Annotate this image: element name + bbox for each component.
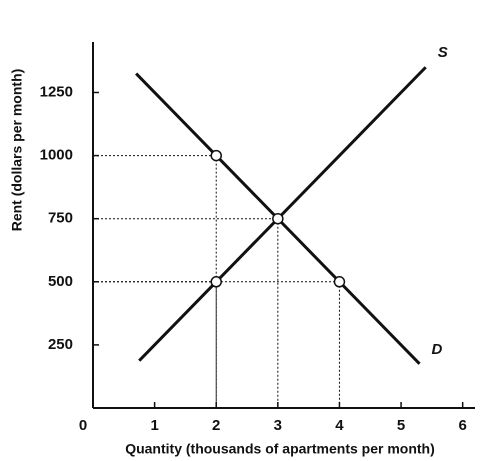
x-axis-label: Quantity (thousands of apartments per mo… [125, 441, 435, 457]
y-tick-label: 500 [48, 273, 73, 290]
series-label: S [438, 44, 448, 61]
y-tick-label: 1000 [40, 147, 73, 164]
y-tick-label: 250 [48, 336, 73, 353]
x-tick-label: 2 [212, 417, 220, 434]
point [210, 276, 222, 288]
point [210, 149, 222, 162]
x-tick-label: 1 [150, 417, 158, 434]
y-axis-label: Rent (dollars per month) [9, 69, 25, 232]
y-tick-label: 1250 [40, 83, 73, 100]
series-label: D [432, 341, 443, 358]
x-tick-label: 6 [459, 417, 467, 434]
series-line [138, 66, 427, 362]
x-tick-label: 4 [335, 417, 344, 434]
y-tick-label: 750 [48, 210, 73, 227]
point [333, 276, 346, 288]
x-tick-label: 3 [274, 417, 282, 434]
x-tick-label: 5 [397, 417, 405, 434]
point [272, 212, 284, 225]
x-tick-label: 0 [79, 417, 87, 434]
